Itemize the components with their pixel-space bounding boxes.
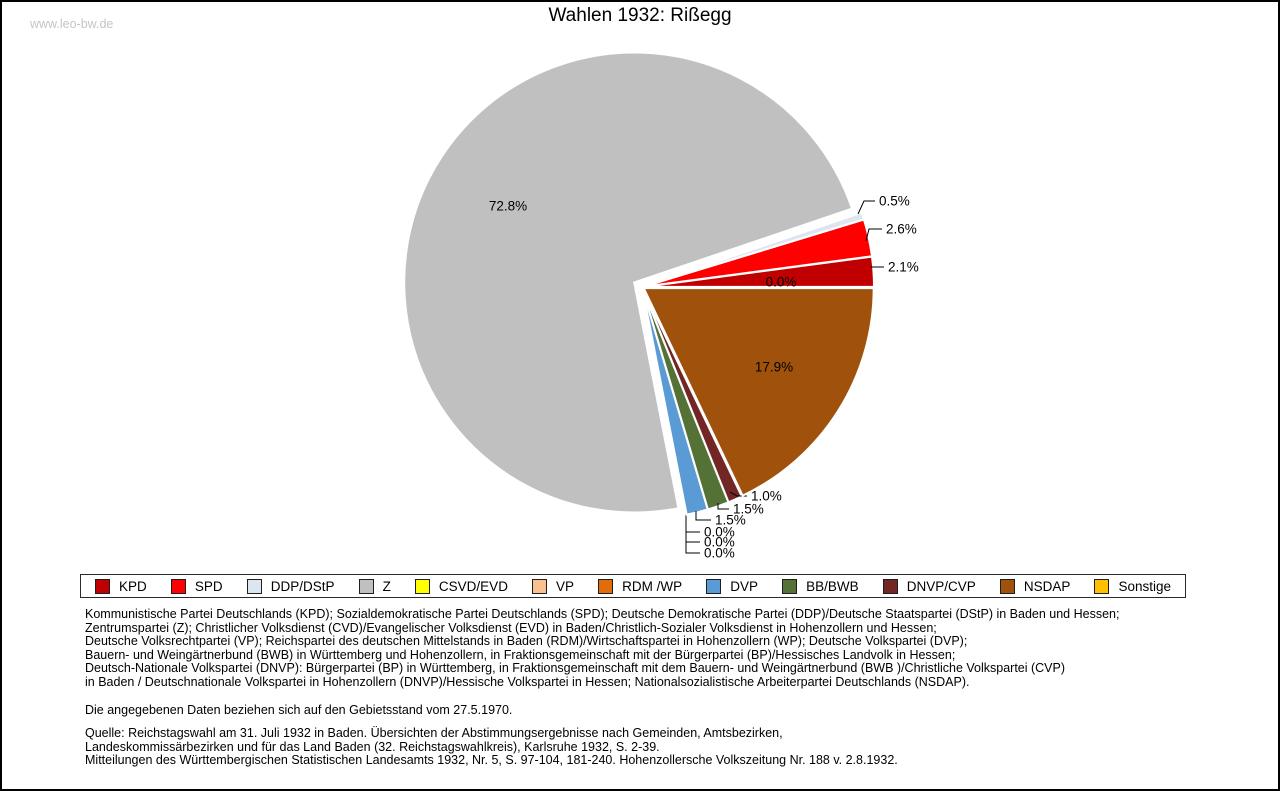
label-leader-vp [685,531,700,543]
value-label-dnvp-cvp: 1.0% [751,489,782,504]
legend-swatch-vp [532,578,548,594]
legend-label: Sonstige [1118,578,1171,594]
pie-slice-z [403,51,854,514]
legend-item-vp: VP [532,578,575,594]
value-label-dvp: 1.5% [715,513,746,528]
legend-swatch-bb-bwb [782,578,798,594]
legend-item-dnvp-cvp: DNVP/CVP [882,578,976,594]
value-label-spd: 2.6% [886,222,917,237]
value-label-z: 72.8% [489,199,527,214]
legend-label: VP [556,578,575,594]
label-leader-ddp-dstp [857,200,875,215]
legend-swatch-rdm-wp [598,578,614,594]
legend-swatch-dnvp-cvp [882,578,898,594]
legend-item-dvp: DVP [706,578,759,594]
legend-item-csvd-evd: CSVD/EVD [414,578,508,594]
legend-label: BB/BWB [806,578,859,594]
pie-slice-ddp-dstp [643,211,866,288]
label-leader-bb-bwb [717,503,729,510]
label-leader-csvd-evd [685,542,700,554]
pie-chart: 2.1%2.6%0.5%72.8%0.0%0.0%0.0%1.5%1.5%1.0… [403,51,919,561]
legend-item-sonstige: Sonstige [1094,578,1171,594]
legend-item-rdm-wp: RDM /WP [598,578,683,594]
legend-label: DNVP/CVP [906,578,976,594]
legend-item-z: Z [358,578,391,594]
value-label-kpd: 2.1% [888,260,919,275]
legend-swatch-kpd [95,578,110,594]
legend-swatch-dvp [706,578,722,594]
legend-swatch-ddp-dstp [246,578,262,594]
legend-label: DVP [730,578,759,594]
legend-label: KPD [119,578,147,594]
footnotes: Kommunistische Partei Deutschlands (KPD)… [85,607,1248,768]
watermark: www.leo-bw.de [30,17,114,31]
legend-label: Z [382,578,391,594]
legend-label: CSVD/EVD [438,578,508,594]
legend-swatch-z [358,578,374,594]
value-label-rdm-wp: 0.0% [704,525,735,540]
legend-label: DDP/DStP [270,578,335,594]
pie-slice-nsdap [642,287,875,498]
legend-item-spd: SPD [170,578,223,594]
label-leader-spd [865,228,882,242]
legend-swatch-nsdap [999,578,1015,594]
gebietsstand-note: Die angegebenen Daten beziehen sich auf … [85,702,513,717]
legend-swatch-sonstige [1094,578,1110,594]
value-label-sonstige: 0.0% [766,275,797,290]
legend-item-ddp-dstp: DDP/DStP [246,578,335,594]
legend-label: NSDAP [1023,578,1071,594]
source-note: Quelle: Reichstagswahl am 31. Juli 1932 … [85,726,898,768]
legend-label: RDM /WP [622,578,683,594]
legend-item-nsdap: NSDAP [999,578,1071,594]
party-abbreviations-note: Kommunistische Partei Deutschlands (KPD)… [85,607,1120,689]
legend-swatch-spd [170,578,186,594]
label-leader-dvp [695,511,711,521]
legend-label: SPD [194,578,223,594]
page-title: Wahlen 1932: Rißegg [548,5,732,26]
legend-item-bb-bwb: BB/BWB [782,578,859,594]
legend-swatch-csvd-evd [414,578,430,594]
value-label-csvd-evd: 0.0% [704,546,735,561]
value-label-bb-bwb: 1.5% [733,502,764,517]
value-label-vp: 0.0% [704,535,735,550]
value-label-ddp-dstp: 0.5% [879,194,910,209]
legend: KPD SPD DDP/DStP Z CSVD/EVD VP RDM /WP DVP BB/BW… [80,574,1186,598]
value-label-nsdap: 17.9% [755,360,793,375]
legend-item-kpd: KPD [95,578,147,594]
label-leader-rdm-wp [685,513,700,533]
